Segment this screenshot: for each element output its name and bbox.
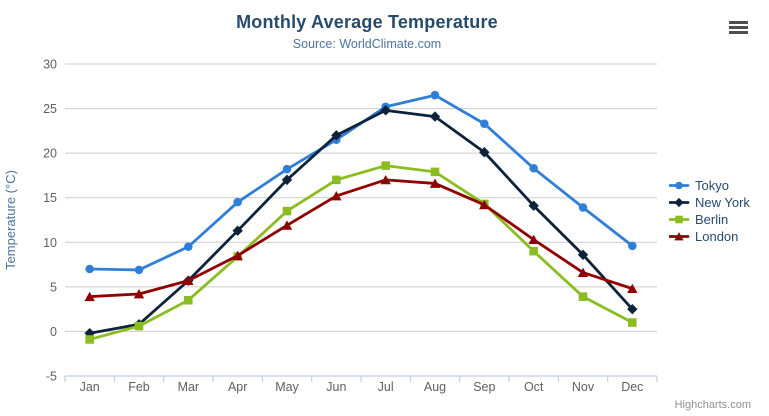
data-point-marker[interactable] — [233, 197, 242, 207]
data-point-marker[interactable] — [430, 167, 440, 177]
x-axis-label: Aug — [424, 380, 446, 394]
data-point-marker[interactable] — [577, 267, 589, 278]
data-point-marker[interactable] — [381, 161, 390, 170]
data-point-marker[interactable] — [578, 203, 588, 212]
data-point-marker[interactable] — [232, 250, 243, 261]
data-point-marker[interactable] — [528, 200, 539, 211]
data-point-marker[interactable] — [528, 234, 539, 245]
x-axis-label: Feb — [128, 380, 150, 394]
data-point-marker[interactable] — [429, 178, 441, 188]
data-point-marker[interactable] — [627, 283, 638, 294]
data-point-marker[interactable] — [577, 249, 589, 260]
data-point-marker[interactable] — [529, 164, 538, 173]
data-point-marker[interactable] — [331, 130, 342, 141]
y-axis-label: 20 — [43, 147, 57, 161]
legend-label: Berlin — [695, 212, 729, 227]
legend-item-tokyo[interactable]: Tokyo — [669, 177, 750, 194]
chart-title: Monthly Average Temperature — [236, 12, 498, 32]
data-point-marker[interactable] — [282, 206, 292, 216]
y-axis-label: 25 — [43, 102, 57, 116]
x-axis-label: May — [275, 380, 299, 394]
legend-label: New York — [695, 195, 750, 210]
data-point-marker[interactable] — [183, 275, 194, 286]
data-point-marker[interactable] — [282, 164, 292, 174]
credits-link[interactable]: Highcharts.com — [674, 399, 751, 411]
data-point-marker[interactable] — [134, 321, 144, 331]
data-point-marker[interactable] — [675, 181, 683, 190]
x-axis-label: Apr — [228, 380, 247, 394]
x-axis-label: Oct — [524, 380, 544, 394]
data-point-marker[interactable] — [281, 220, 293, 230]
chart-subtitle: Source: WorldClimate.com — [292, 37, 442, 51]
data-point-marker[interactable] — [380, 174, 391, 185]
data-point-marker[interactable] — [430, 90, 440, 100]
legend-item-berlin[interactable]: Berlin — [669, 211, 750, 228]
data-point-marker[interactable] — [479, 147, 490, 158]
legend: Tokyo New York Berlin London — [669, 177, 750, 245]
series-line — [88, 178, 634, 299]
x-axis-label: Mar — [178, 380, 200, 394]
hamburger-icon — [729, 20, 749, 34]
data-point-marker[interactable] — [232, 225, 243, 236]
data-point-marker[interactable] — [578, 292, 588, 301]
legend-marker-icon — [669, 230, 691, 243]
y-axis-title: Temperature (°C) — [3, 170, 18, 270]
data-point-marker[interactable] — [674, 197, 684, 208]
x-axis-label: Jun — [326, 380, 346, 394]
x-axis-label: Nov — [572, 380, 595, 394]
data-point-marker[interactable] — [529, 246, 538, 256]
data-point-marker[interactable] — [85, 264, 94, 274]
data-point-marker[interactable] — [133, 289, 145, 299]
x-axis-label: Jan — [80, 380, 100, 394]
data-point-marker[interactable] — [479, 199, 490, 210]
data-point-marker[interactable] — [331, 190, 342, 201]
legend-marker-icon — [669, 179, 691, 192]
y-axis-label: 0 — [50, 325, 57, 339]
legend-item-new-york[interactable]: New York — [669, 194, 750, 211]
y-axis-label: 30 — [43, 58, 57, 72]
data-point-marker[interactable] — [184, 295, 193, 305]
legend-marker-icon — [669, 196, 691, 209]
data-point-marker[interactable] — [281, 174, 293, 186]
series-line — [88, 108, 634, 335]
context-menu-button[interactable] — [726, 17, 752, 39]
y-axis-label: 15 — [43, 191, 57, 205]
series-line — [88, 164, 634, 341]
y-axis-label: -5 — [46, 370, 57, 384]
data-point-marker[interactable] — [134, 265, 144, 275]
data-point-marker[interactable] — [85, 335, 94, 344]
data-point-marker[interactable] — [675, 215, 683, 224]
data-point-marker[interactable] — [380, 105, 391, 116]
data-point-marker[interactable] — [628, 241, 637, 251]
legend-label: London — [695, 229, 739, 244]
y-axis-label: 5 — [50, 280, 57, 294]
data-point-marker[interactable] — [84, 291, 95, 302]
y-axis-label: 10 — [43, 236, 57, 250]
data-point-marker[interactable] — [627, 303, 638, 315]
legend-marker-icon — [669, 213, 691, 226]
data-point-marker[interactable] — [480, 119, 489, 128]
data-point-marker[interactable] — [628, 318, 637, 327]
data-point-marker[interactable] — [332, 175, 341, 185]
x-axis-label: Sep — [473, 380, 495, 394]
legend-label: Tokyo — [695, 178, 729, 193]
legend-item-london[interactable]: London — [669, 228, 750, 245]
x-axis-label: Dec — [621, 380, 643, 394]
data-point-marker[interactable] — [429, 111, 441, 122]
data-point-marker[interactable] — [674, 232, 684, 241]
data-point-marker[interactable] — [184, 242, 193, 252]
x-axis-label: Jul — [378, 380, 394, 394]
